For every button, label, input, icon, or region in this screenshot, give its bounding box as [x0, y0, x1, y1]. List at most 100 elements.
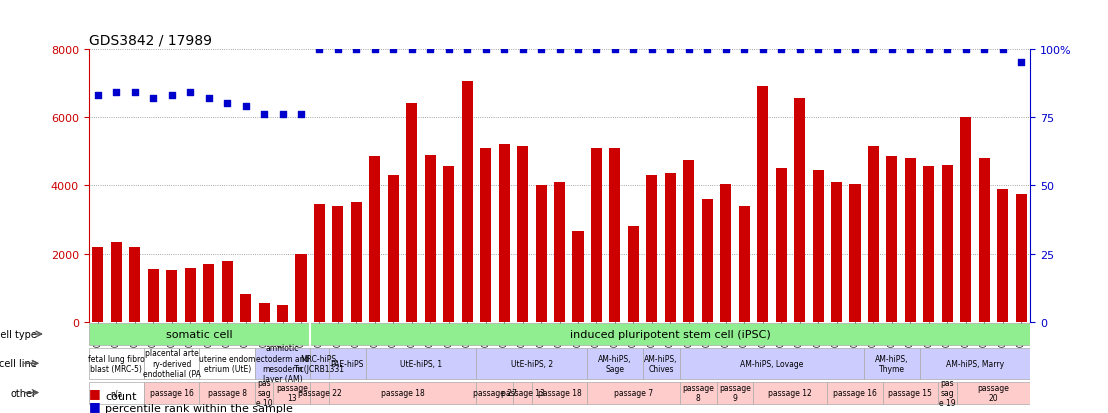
Text: cell type: cell type [0, 329, 37, 339]
Bar [351, 203, 362, 322]
FancyBboxPatch shape [476, 382, 513, 404]
Point [698, 46, 716, 53]
Point [938, 46, 956, 53]
Point [883, 46, 901, 53]
Point [495, 46, 513, 53]
Text: passage
13: passage 13 [276, 383, 308, 402]
Point [163, 93, 181, 99]
Point [994, 46, 1012, 53]
FancyBboxPatch shape [310, 348, 329, 379]
Point [126, 90, 144, 97]
Text: placental arte
ry-derived
endothelial (PA: placental arte ry-derived endothelial (P… [143, 349, 201, 378]
FancyBboxPatch shape [883, 382, 938, 404]
Bar [628, 227, 639, 322]
Point [1013, 60, 1030, 66]
FancyBboxPatch shape [587, 382, 679, 404]
Point [293, 112, 310, 118]
FancyBboxPatch shape [144, 348, 199, 379]
FancyBboxPatch shape [753, 382, 828, 404]
Point [753, 46, 771, 53]
Point [772, 46, 790, 53]
Point [144, 95, 162, 102]
Point [476, 46, 494, 53]
Bar [369, 157, 380, 322]
Point [606, 46, 624, 53]
Bar [739, 206, 750, 322]
Text: other: other [11, 387, 37, 398]
Point [791, 46, 809, 53]
Bar [499, 145, 510, 322]
Bar [646, 176, 657, 322]
FancyBboxPatch shape [679, 382, 717, 404]
Text: GDS3842 / 17989: GDS3842 / 17989 [89, 33, 212, 47]
Point [199, 95, 217, 102]
Point [532, 46, 550, 53]
FancyBboxPatch shape [199, 348, 255, 379]
Point [218, 101, 236, 107]
FancyBboxPatch shape [643, 348, 679, 379]
Bar [388, 176, 399, 322]
Bar [554, 183, 565, 322]
Bar [794, 99, 806, 322]
Point [274, 112, 291, 118]
Bar [997, 189, 1008, 322]
Text: AM-hiPS, Marry: AM-hiPS, Marry [946, 359, 1004, 368]
FancyBboxPatch shape [310, 382, 329, 404]
Point [902, 46, 920, 53]
Bar [961, 118, 972, 322]
Text: passage 7: passage 7 [614, 388, 653, 397]
Bar [111, 242, 122, 322]
Point [403, 46, 421, 53]
Point [459, 46, 476, 53]
Bar [185, 268, 196, 322]
Bar [591, 148, 602, 322]
Bar [905, 159, 916, 322]
Text: UtE-hiPS, 1: UtE-hiPS, 1 [400, 359, 442, 368]
Bar [850, 184, 861, 322]
Text: passage
20: passage 20 [977, 383, 1009, 402]
Point [587, 46, 605, 53]
Point [625, 46, 643, 53]
Bar [424, 155, 435, 322]
Bar [517, 147, 529, 322]
FancyBboxPatch shape [274, 382, 310, 404]
Point [310, 46, 328, 53]
Text: MRC-hiPS,
Tic(JCRB1331: MRC-hiPS, Tic(JCRB1331 [294, 354, 345, 373]
FancyBboxPatch shape [89, 382, 144, 404]
Point [680, 46, 698, 53]
Point [661, 46, 679, 53]
Text: fetal lung fibro
blast (MRC-5): fetal lung fibro blast (MRC-5) [88, 354, 145, 373]
Point [828, 46, 845, 53]
Text: passage 16: passage 16 [150, 388, 194, 397]
Bar [886, 157, 897, 322]
Bar [776, 169, 787, 322]
Text: passage 22: passage 22 [298, 388, 341, 397]
Point [89, 93, 106, 99]
Bar [222, 261, 233, 322]
Bar [609, 148, 620, 322]
Point [182, 90, 199, 97]
Text: PAE-hiPS: PAE-hiPS [330, 359, 363, 368]
Text: induced pluripotent stem cell (iPSC): induced pluripotent stem cell (iPSC) [570, 329, 771, 339]
FancyBboxPatch shape [89, 323, 1030, 345]
Point [717, 46, 735, 53]
Text: somatic cell: somatic cell [166, 329, 233, 339]
FancyBboxPatch shape [89, 348, 144, 379]
Bar [720, 184, 731, 322]
Text: AM-hiPS,
Chives: AM-hiPS, Chives [645, 354, 678, 373]
FancyBboxPatch shape [144, 382, 199, 404]
FancyBboxPatch shape [587, 348, 643, 379]
FancyBboxPatch shape [476, 348, 587, 379]
Bar [831, 183, 842, 322]
Point [514, 46, 532, 53]
FancyBboxPatch shape [717, 382, 753, 404]
Text: amniotic
ectoderm and
mesoderm
layer (AM): amniotic ectoderm and mesoderm layer (AM… [256, 343, 309, 383]
Point [957, 46, 975, 53]
Bar [147, 269, 158, 322]
Bar [757, 87, 768, 322]
Text: n/a: n/a [110, 388, 123, 397]
Bar [573, 232, 584, 322]
Text: percentile rank within the sample: percentile rank within the sample [105, 403, 294, 413]
Bar [332, 206, 343, 322]
Point [107, 90, 125, 97]
